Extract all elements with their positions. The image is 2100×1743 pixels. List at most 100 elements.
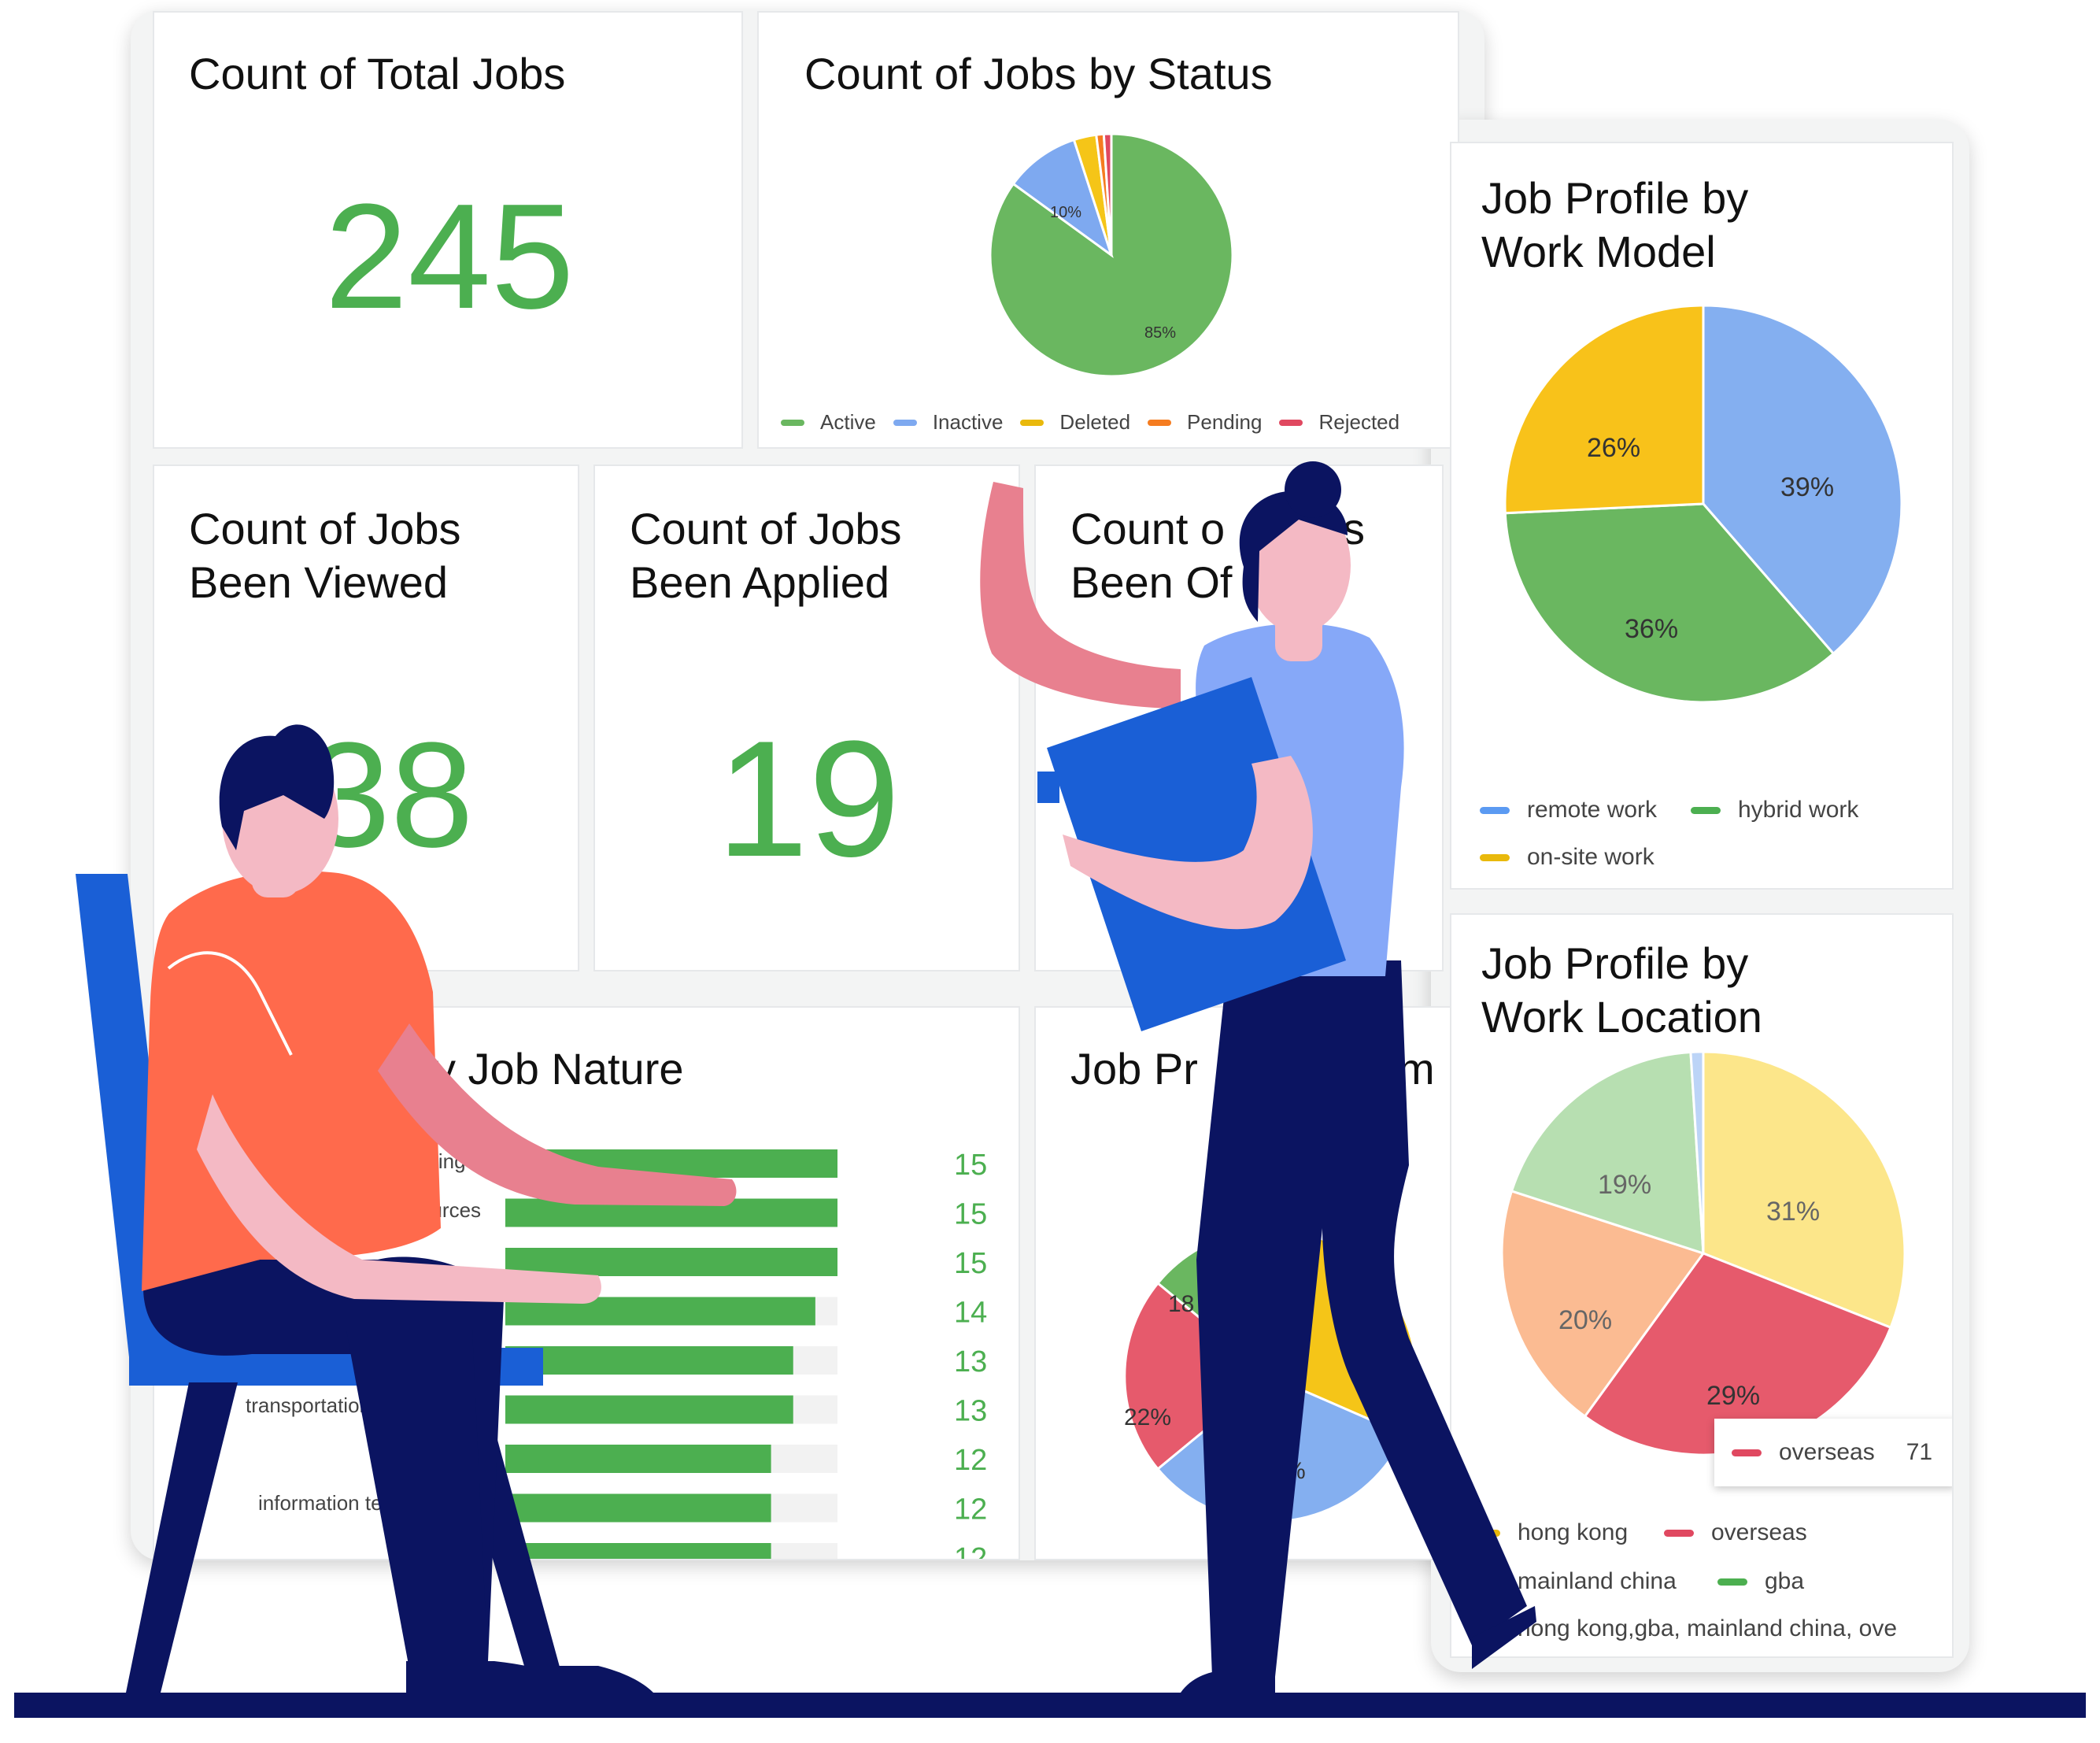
legend-label: remote work bbox=[1527, 797, 1658, 823]
bar[interactable] bbox=[505, 1149, 837, 1178]
legend-item-inactive[interactable]: Inactive bbox=[893, 410, 1004, 435]
card-title-line1-b: s bbox=[1343, 504, 1365, 553]
bar[interactable] bbox=[505, 1248, 837, 1276]
floor-line bbox=[14, 1693, 2086, 1718]
tooltip-value: 71 bbox=[1906, 1439, 1933, 1465]
legend-item-pending[interactable]: Pending bbox=[1148, 410, 1262, 435]
slice-label: % bbox=[1285, 1458, 1306, 1484]
pie-slice-hong-kong[interactable] bbox=[1702, 1050, 1906, 1330]
bar-value-label: 12 bbox=[954, 1542, 987, 1560]
card-work-location[interactable]: Job Profile by Work Location 31% 29% 20%… bbox=[1450, 913, 1954, 1658]
pie-slice-inactive[interactable] bbox=[1011, 138, 1114, 258]
job-nature-bar-chart[interactable]: 15 15 15 14 13 13 12 12 12 bbox=[154, 1008, 1020, 1560]
status-legend: Active Inactive Deleted Pending Rejected bbox=[781, 410, 1417, 435]
legend-label: Pending bbox=[1187, 410, 1263, 434]
bar[interactable] bbox=[505, 1493, 771, 1523]
bar-value-label: 12 bbox=[954, 1493, 987, 1527]
work-model-pie-chart[interactable]: 39% 36% 26% bbox=[1451, 143, 1955, 891]
card-title-line2: Work Location bbox=[1481, 992, 1762, 1042]
bar-value-label: 15 bbox=[954, 1149, 987, 1182]
jobs-viewed-value: 38 bbox=[307, 712, 474, 879]
legend-item-hybrid[interactable]: hybrid work bbox=[1691, 797, 1858, 823]
card-job-profile-partial[interactable]: Job Pr m 18 22% % bbox=[1034, 1006, 1459, 1560]
legend-label: Inactive bbox=[932, 410, 1004, 434]
legend-item-rejected[interactable]: Rejected bbox=[1279, 410, 1399, 435]
legend-label: mainland china bbox=[1518, 1568, 1677, 1594]
slice-label-inactive: 10% bbox=[1050, 204, 1081, 221]
slice-label-active: 85% bbox=[1144, 324, 1176, 342]
pie-slice-on-site-work[interactable] bbox=[1503, 304, 1705, 515]
legend-item-hong-kong[interactable]: hong kong bbox=[1470, 1519, 1628, 1546]
card-jobs-offered[interactable]: Count o s Been Of bbox=[1034, 464, 1444, 971]
jobs-applied-value: 19 bbox=[716, 706, 900, 891]
card-job-nature[interactable]: y Job Nature / auditing sources transpor… bbox=[153, 1006, 1020, 1560]
bar[interactable] bbox=[505, 1543, 771, 1560]
total-jobs-value: 245 bbox=[324, 173, 575, 340]
woman-shoe bbox=[1181, 1672, 1275, 1693]
bar-value-label: 13 bbox=[954, 1395, 987, 1428]
bar-value-label: 13 bbox=[954, 1345, 987, 1378]
pie-slice-remote-work[interactable] bbox=[1702, 304, 1903, 656]
slice-label-remote: 39% bbox=[1780, 472, 1834, 502]
slice-label-gba: 19% bbox=[1598, 1170, 1651, 1200]
legend-item-mainland-china[interactable]: mainland china bbox=[1470, 1568, 1677, 1595]
slice-label-overseas: 29% bbox=[1706, 1381, 1760, 1411]
card-title-line1-a: Count o bbox=[1070, 504, 1226, 553]
legend-item-remote[interactable]: remote work bbox=[1480, 797, 1657, 823]
man-shoe bbox=[532, 1666, 653, 1693]
legend-item-overseas[interactable]: overseas bbox=[1664, 1519, 1807, 1546]
card-jobs-applied[interactable]: Count of Jobs Been Applied 19 bbox=[593, 464, 1020, 971]
legend-label: Rejected bbox=[1318, 410, 1400, 434]
card-jobs-by-status[interactable]: Count of Jobs by Status 85% 10% Active I… bbox=[757, 11, 1459, 449]
card-work-model[interactable]: Job Profile by Work Model 39% 36% 26% re… bbox=[1450, 142, 1954, 890]
card-title-line2: Been Viewed bbox=[189, 557, 448, 607]
bar-value-label: 15 bbox=[954, 1247, 987, 1280]
slice-label-onsite: 26% bbox=[1587, 433, 1640, 463]
card-title-line2: Been Applied bbox=[630, 557, 890, 607]
legend-label: hybrid work bbox=[1738, 797, 1859, 823]
card-title-line1: Job Profile by bbox=[1481, 173, 1749, 223]
card-total-jobs[interactable]: Count of Total Jobs 245 bbox=[153, 11, 743, 449]
man-shoe bbox=[406, 1661, 598, 1693]
bar-value-label: 15 bbox=[954, 1198, 987, 1231]
legend-item-gba[interactable]: gba bbox=[1717, 1568, 1804, 1595]
legend-item-onsite[interactable]: on-site work bbox=[1480, 844, 1654, 871]
legend-item-combined[interactable]: hong kong,gba, mainland china, ove bbox=[1470, 1615, 1897, 1642]
tooltip-swatch bbox=[1732, 1449, 1762, 1456]
card-title-a: Job Pr bbox=[1070, 1044, 1198, 1094]
tooltip-label: overseas bbox=[1779, 1439, 1875, 1465]
bar[interactable] bbox=[505, 1445, 771, 1473]
bar[interactable] bbox=[505, 1395, 793, 1424]
card-title: Count of Total Jobs bbox=[189, 49, 566, 98]
slice-label: 18 bbox=[1168, 1291, 1194, 1317]
card-title-line1: Count of Jobs bbox=[630, 504, 902, 553]
legend-label: overseas bbox=[1711, 1519, 1807, 1545]
slice-label-mainland: 20% bbox=[1558, 1305, 1612, 1335]
bar[interactable] bbox=[505, 1297, 815, 1326]
bar[interactable] bbox=[505, 1346, 793, 1375]
bar[interactable] bbox=[505, 1198, 837, 1227]
bar-value-label: 12 bbox=[954, 1444, 987, 1477]
card-title-line1: Count of Jobs bbox=[189, 504, 461, 553]
legend-label: on-site work bbox=[1527, 844, 1654, 870]
card-title-line2-a: Been Of bbox=[1070, 557, 1233, 607]
slice-label: 22% bbox=[1124, 1404, 1171, 1430]
legend-label: Deleted bbox=[1059, 410, 1131, 434]
pie-slice-combined[interactable] bbox=[1689, 1050, 1705, 1254]
legend-label: hong kong bbox=[1518, 1519, 1629, 1545]
legend-label: hong kong,gba, mainland china, ove bbox=[1518, 1615, 1898, 1641]
legend-label: gba bbox=[1765, 1568, 1805, 1594]
card-title: Count of Jobs by Status bbox=[804, 49, 1273, 98]
legend-item-deleted[interactable]: Deleted bbox=[1020, 410, 1130, 435]
work-location-pie-chart[interactable]: 31% 29% 20% 19% bbox=[1451, 915, 1954, 1658]
legend-item-active[interactable]: Active bbox=[781, 410, 876, 435]
status-pie-chart[interactable]: 85% 10% bbox=[759, 13, 1461, 450]
job-profile-pie-chart[interactable]: 18 22% % bbox=[1036, 1008, 1459, 1560]
pie-tooltip: overseas 71 bbox=[1714, 1419, 1952, 1486]
pie-slice-rejected[interactable] bbox=[1102, 132, 1113, 256]
card-title-line2: Work Model bbox=[1481, 227, 1716, 276]
slice-label-hong-kong: 31% bbox=[1766, 1197, 1820, 1227]
pie-slice-hybrid-work[interactable] bbox=[1503, 502, 1836, 704]
card-jobs-viewed[interactable]: Count of Jobs Been Viewed 38 bbox=[153, 464, 579, 971]
slice-label-hybrid: 36% bbox=[1625, 614, 1678, 644]
